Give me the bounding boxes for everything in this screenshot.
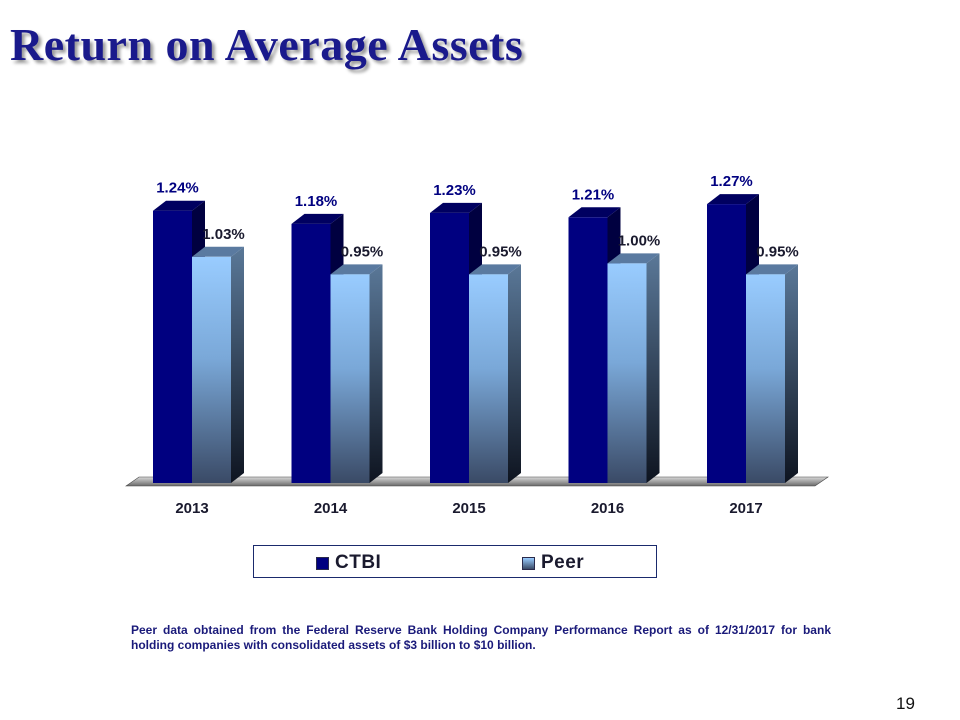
page-number: 19 [896,694,915,714]
chart-bars [153,194,798,483]
legend-item-peer: Peer [522,552,584,574]
bar-peer-2014 [331,264,383,483]
bar-front-face [608,263,647,483]
bar-peer-2016 [608,253,660,483]
x-tick-label-2013: 2013 [175,500,208,517]
legend-swatch-peer [522,557,535,570]
bar-side-face [231,247,244,483]
x-tick-label-2014: 2014 [314,500,348,517]
bar-side-face [647,253,660,483]
bar-peer-2013 [192,247,244,483]
bar-front-face [469,274,508,483]
bar-front-face [192,257,231,483]
bar-side-face [785,264,798,483]
data-label-peer-2015: 0.95% [479,243,522,260]
bar-front-face [707,204,746,483]
bar-peer-2015 [469,264,521,483]
bar-peer-2017 [746,264,798,483]
legend-swatch-ctbi [316,557,329,570]
data-label-peer-2016: 1.00% [618,232,661,249]
data-label-peer-2014: 0.95% [341,243,384,260]
legend-item-ctbi: CTBI [316,552,381,574]
bar-front-face [292,224,331,483]
bar-front-face [153,211,192,483]
data-label-ctbi-2016: 1.21% [572,186,615,203]
x-tick-label-2017: 2017 [729,500,762,517]
bar-side-face [508,264,521,483]
legend-label-peer: Peer [541,552,584,574]
data-label-peer-2013: 1.03% [202,226,245,243]
bar-front-face [746,274,785,483]
data-label-peer-2017: 0.95% [756,243,799,260]
data-label-ctbi-2013: 1.24% [156,180,199,197]
chart-legend: CTBI Peer [253,545,657,578]
data-label-ctbi-2017: 1.27% [710,173,753,190]
data-label-ctbi-2015: 1.23% [433,182,476,199]
bar-chart: 1.24% 1.03% 1.18% 0.95% 1.23% 0.95% 1.21% 1.00%… [0,0,960,540]
bar-side-face [370,264,383,483]
bar-front-face [569,217,608,483]
data-label-ctbi-2014: 1.18% [295,193,338,210]
x-tick-label-2015: 2015 [452,500,485,517]
footnote: Peer data obtained from the Federal Rese… [131,623,831,653]
legend-label-ctbi: CTBI [335,552,381,574]
chart-x-axis-ticks: 2013 2014 2015 2016 2017 [175,500,762,517]
bar-front-face [430,213,469,483]
bar-front-face [331,274,370,483]
x-tick-label-2016: 2016 [591,500,624,517]
